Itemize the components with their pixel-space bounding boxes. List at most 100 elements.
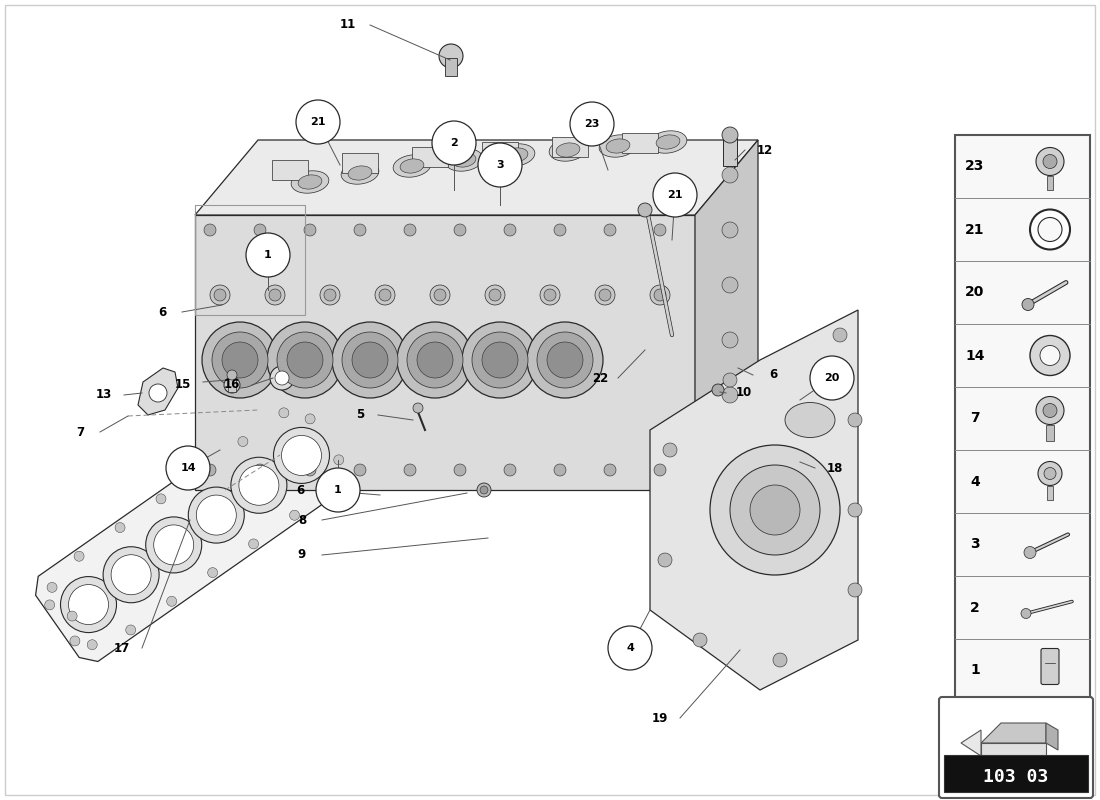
Text: 23: 23: [966, 159, 984, 174]
Text: 6: 6: [296, 483, 304, 497]
Circle shape: [1036, 147, 1064, 175]
Text: 6: 6: [158, 306, 166, 318]
Polygon shape: [961, 730, 981, 756]
Circle shape: [722, 127, 738, 143]
Bar: [1046, 425, 1054, 441]
Bar: [723, 138, 737, 166]
Ellipse shape: [549, 138, 587, 162]
Circle shape: [116, 522, 125, 533]
Text: 11: 11: [340, 18, 356, 31]
Bar: [228, 378, 236, 392]
Bar: [412, 147, 448, 167]
Text: 1: 1: [334, 485, 342, 495]
Circle shape: [750, 485, 800, 535]
Circle shape: [111, 554, 151, 594]
Ellipse shape: [557, 143, 580, 157]
Text: 2: 2: [970, 601, 980, 614]
Bar: [446, 58, 456, 76]
Text: 23: 23: [584, 119, 600, 129]
Circle shape: [412, 403, 424, 413]
Text: 5: 5: [356, 409, 364, 422]
Circle shape: [305, 414, 315, 424]
Circle shape: [658, 553, 672, 567]
Circle shape: [430, 285, 450, 305]
Circle shape: [1038, 218, 1061, 242]
Text: 14: 14: [966, 349, 984, 362]
Ellipse shape: [452, 153, 476, 167]
Text: 16: 16: [223, 378, 240, 391]
Circle shape: [1021, 609, 1031, 618]
Circle shape: [654, 464, 666, 476]
Circle shape: [1024, 546, 1036, 558]
Ellipse shape: [400, 159, 424, 173]
Text: 1: 1: [264, 250, 272, 260]
Circle shape: [254, 224, 266, 236]
Circle shape: [375, 285, 395, 305]
Circle shape: [208, 567, 218, 578]
Polygon shape: [695, 140, 758, 490]
Circle shape: [404, 224, 416, 236]
Circle shape: [354, 464, 366, 476]
Text: 18: 18: [827, 462, 844, 474]
Bar: [272, 160, 308, 180]
Circle shape: [277, 332, 333, 388]
Circle shape: [316, 468, 360, 512]
Circle shape: [188, 487, 244, 543]
Circle shape: [482, 342, 518, 378]
Circle shape: [239, 466, 279, 506]
Circle shape: [722, 222, 738, 238]
Polygon shape: [981, 743, 1046, 756]
Polygon shape: [195, 215, 695, 490]
Circle shape: [270, 366, 294, 390]
Circle shape: [454, 464, 466, 476]
Circle shape: [224, 377, 240, 393]
Circle shape: [712, 384, 724, 396]
Circle shape: [333, 455, 344, 465]
Text: 21: 21: [668, 190, 683, 200]
Circle shape: [1022, 298, 1034, 310]
Circle shape: [547, 342, 583, 378]
Circle shape: [407, 332, 463, 388]
Polygon shape: [1046, 723, 1058, 750]
Circle shape: [454, 224, 466, 236]
Circle shape: [432, 121, 476, 165]
Text: 9: 9: [298, 549, 306, 562]
Circle shape: [595, 285, 615, 305]
Ellipse shape: [446, 149, 483, 171]
Bar: [1047, 175, 1053, 190]
Circle shape: [74, 551, 84, 562]
Ellipse shape: [393, 154, 431, 178]
Circle shape: [202, 322, 278, 398]
Circle shape: [417, 342, 453, 378]
Circle shape: [270, 289, 280, 301]
Bar: [1047, 486, 1053, 499]
Text: 20: 20: [824, 373, 839, 383]
Circle shape: [265, 285, 285, 305]
Circle shape: [1030, 335, 1070, 375]
Circle shape: [324, 289, 336, 301]
Circle shape: [722, 277, 738, 293]
Text: 6: 6: [769, 369, 777, 382]
Text: 4: 4: [970, 474, 980, 489]
Circle shape: [125, 625, 135, 635]
Circle shape: [296, 100, 340, 144]
Circle shape: [227, 370, 236, 380]
Bar: [342, 153, 378, 173]
Circle shape: [103, 546, 160, 602]
Polygon shape: [650, 310, 858, 690]
Circle shape: [304, 224, 316, 236]
Circle shape: [848, 413, 862, 427]
Circle shape: [282, 435, 321, 475]
Ellipse shape: [785, 402, 835, 438]
Circle shape: [434, 289, 446, 301]
Text: 7: 7: [76, 426, 84, 438]
Text: 7: 7: [970, 411, 980, 426]
Text: 1: 1: [970, 663, 980, 678]
Circle shape: [504, 464, 516, 476]
Ellipse shape: [606, 139, 630, 153]
Circle shape: [604, 224, 616, 236]
Ellipse shape: [600, 134, 637, 158]
Text: 13: 13: [96, 389, 112, 402]
Circle shape: [287, 342, 323, 378]
Circle shape: [693, 633, 707, 647]
